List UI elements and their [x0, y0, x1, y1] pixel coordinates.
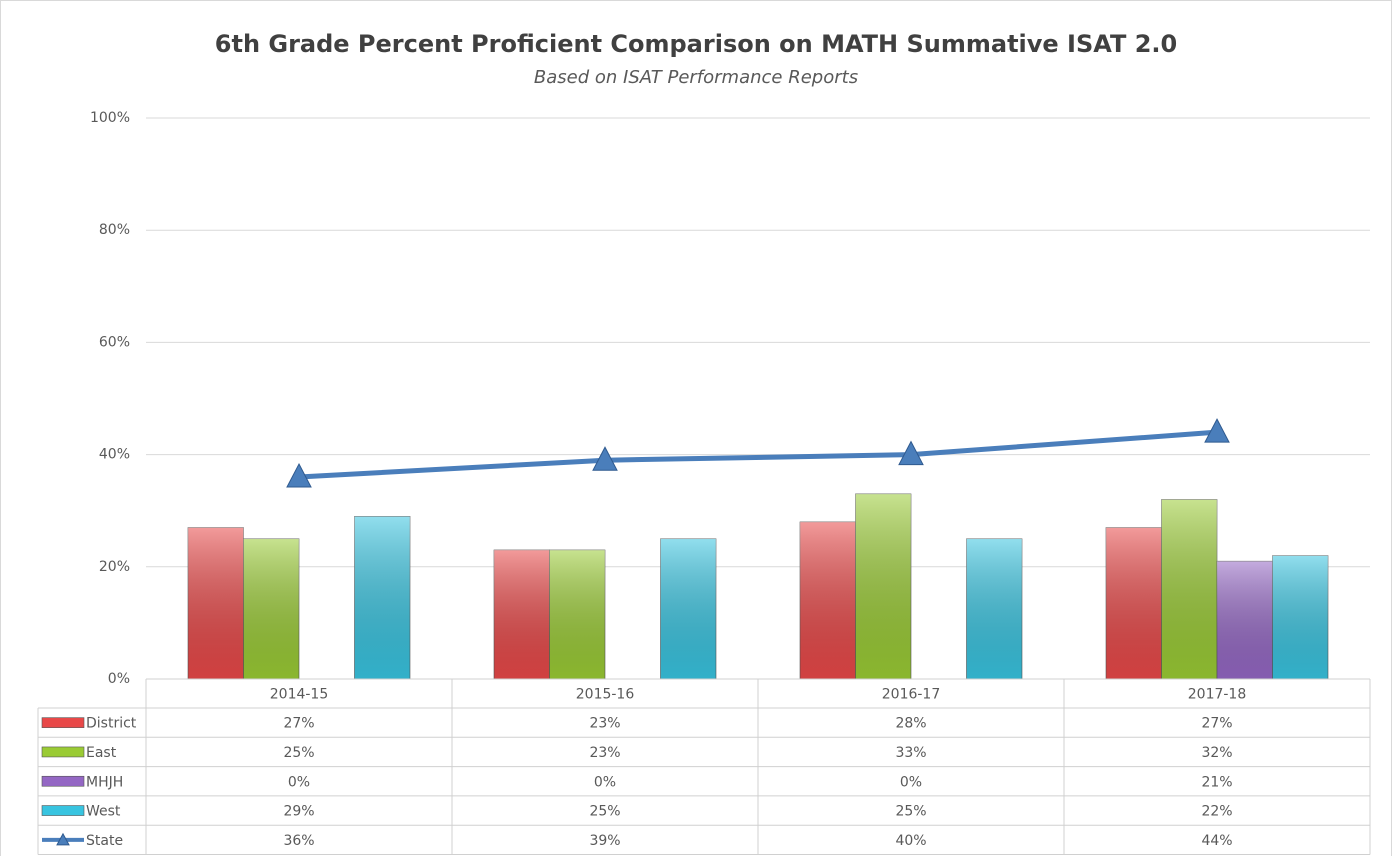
legend-swatch [41, 717, 85, 728]
bar-shine [1161, 499, 1217, 679]
x-tick-label: 2017-18 [1188, 687, 1247, 703]
table-cell: 0% [594, 774, 616, 790]
y-tick-label: 20% [99, 559, 130, 575]
table-cell: 21% [1201, 774, 1232, 790]
table-cell: 23% [589, 745, 620, 761]
y-tick-label: 60% [99, 334, 130, 350]
y-tick-label: 100% [90, 110, 130, 126]
y-tick-label: 80% [99, 222, 130, 238]
legend-swatch [41, 775, 85, 787]
x-tick-label: 2014-15 [270, 687, 329, 703]
y-tick-label: 40% [99, 447, 130, 463]
bar-shine [354, 516, 410, 679]
table-cell: 27% [283, 716, 314, 732]
chart-subtitle: Based on ISAT Performance Reports [534, 67, 858, 88]
legend-label: State [86, 833, 123, 849]
legend-marker [56, 832, 70, 846]
table-cell: 25% [895, 804, 926, 820]
bar-shine [660, 538, 716, 679]
bar-shine [243, 538, 299, 679]
bar-shine [800, 521, 856, 679]
table-cell: 25% [283, 745, 314, 761]
legend-swatch [41, 746, 85, 758]
x-tick-label: 2015-16 [576, 687, 635, 703]
bar-shine [188, 527, 244, 679]
table-cell: 29% [283, 804, 314, 820]
bar-shine [1106, 527, 1162, 679]
bar-shine [494, 549, 550, 679]
table-cell: 33% [895, 745, 926, 761]
bar-shine [1217, 561, 1273, 679]
table-cell: 39% [589, 833, 620, 849]
table-cell: 32% [1201, 745, 1232, 761]
bar-shine [549, 549, 605, 679]
y-tick-label: 0% [108, 671, 130, 687]
x-tick-label: 2016-17 [882, 687, 941, 703]
table-cell: 40% [895, 833, 926, 849]
table-cell: 0% [288, 774, 310, 790]
line [298, 429, 1218, 480]
marker [1204, 418, 1230, 443]
table-cell: 28% [895, 716, 926, 732]
chart-title: 6th Grade Percent Proficient Comparison … [215, 30, 1177, 58]
legend-label: District [86, 716, 137, 732]
table-cell: 0% [900, 774, 922, 790]
legend-swatch [41, 805, 85, 816]
legend-label: MHJH [86, 774, 123, 790]
bar-shine [855, 493, 911, 679]
table-cell: 25% [589, 804, 620, 820]
legend-label: West [86, 804, 121, 820]
legend-label: East [86, 745, 117, 761]
marker [592, 446, 618, 471]
bar-shine [966, 538, 1022, 679]
table-cell: 36% [283, 833, 314, 849]
table-cell: 22% [1201, 804, 1232, 820]
bar-shine [1272, 555, 1328, 679]
marker [898, 440, 924, 466]
marker [286, 462, 312, 488]
table-cell: 27% [1201, 716, 1232, 732]
table-cell: 44% [1201, 833, 1232, 849]
table-cell: 23% [589, 716, 620, 732]
